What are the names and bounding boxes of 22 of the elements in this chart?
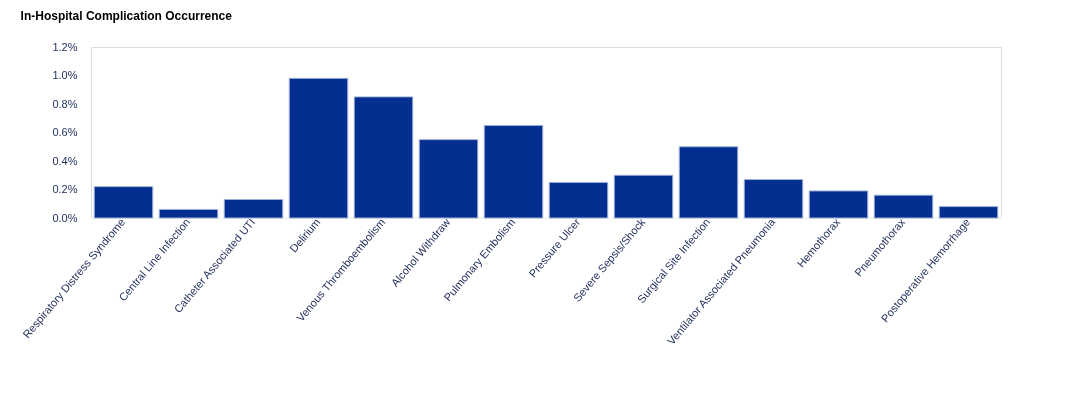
bar bbox=[678, 146, 739, 219]
bar bbox=[418, 139, 479, 219]
bar bbox=[93, 186, 154, 219]
y-tick-label: 0.4% bbox=[52, 154, 78, 167]
bar bbox=[353, 96, 414, 219]
bar bbox=[613, 174, 674, 219]
y-tick-label: 0.0% bbox=[52, 211, 78, 224]
chart-title: In-Hospital Complication Occurrence bbox=[20, 9, 233, 23]
y-tick-label: 0.2% bbox=[52, 183, 78, 195]
bar bbox=[288, 77, 349, 219]
bar bbox=[808, 190, 869, 219]
bar bbox=[158, 208, 219, 219]
bar bbox=[223, 198, 284, 219]
bar bbox=[873, 194, 934, 219]
y-tick-label: 0.8% bbox=[52, 97, 78, 110]
y-tick-label: 1.2% bbox=[52, 40, 78, 53]
bar bbox=[483, 124, 544, 219]
y-tick-label: 1.0% bbox=[52, 69, 78, 81]
y-tick-label: 0.6% bbox=[52, 126, 78, 138]
bar bbox=[548, 181, 609, 219]
bar bbox=[938, 206, 999, 219]
bar bbox=[743, 179, 804, 219]
